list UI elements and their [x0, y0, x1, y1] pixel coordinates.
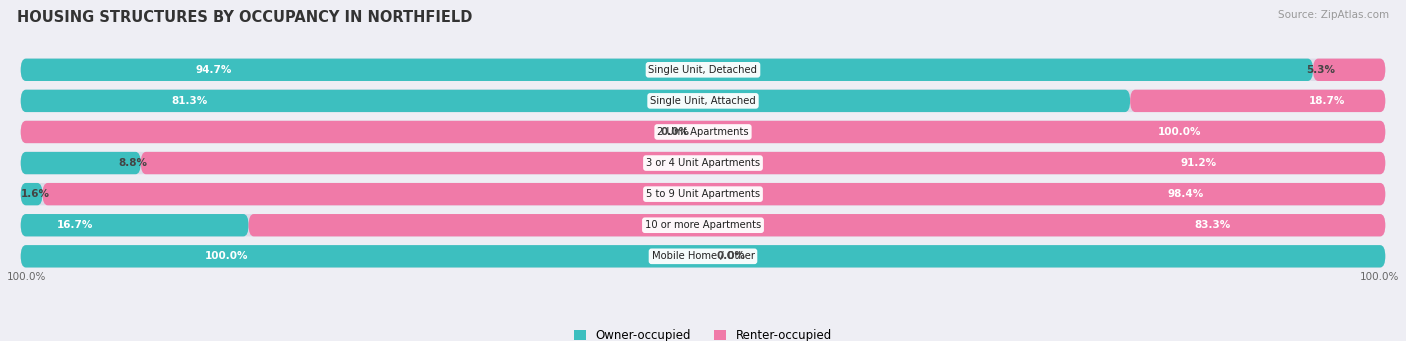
Text: 81.3%: 81.3%	[172, 96, 208, 106]
Text: 100.0%: 100.0%	[7, 272, 46, 282]
FancyBboxPatch shape	[42, 183, 1385, 205]
Text: 94.7%: 94.7%	[195, 65, 232, 75]
Text: 100.0%: 100.0%	[205, 251, 249, 261]
FancyBboxPatch shape	[21, 245, 1385, 267]
Text: Mobile Home / Other: Mobile Home / Other	[651, 251, 755, 261]
Text: 0.0%: 0.0%	[717, 251, 745, 261]
Text: 5 to 9 Unit Apartments: 5 to 9 Unit Apartments	[645, 189, 761, 199]
FancyBboxPatch shape	[21, 152, 141, 174]
FancyBboxPatch shape	[21, 121, 1385, 143]
FancyBboxPatch shape	[21, 183, 42, 205]
FancyBboxPatch shape	[249, 214, 1385, 236]
Text: 18.7%: 18.7%	[1309, 96, 1346, 106]
Text: 100.0%: 100.0%	[1157, 127, 1201, 137]
FancyBboxPatch shape	[21, 152, 1385, 174]
Text: 16.7%: 16.7%	[58, 220, 94, 230]
FancyBboxPatch shape	[21, 214, 1385, 236]
Text: Single Unit, Attached: Single Unit, Attached	[650, 96, 756, 106]
Text: 100.0%: 100.0%	[1360, 272, 1399, 282]
FancyBboxPatch shape	[21, 90, 1385, 112]
FancyBboxPatch shape	[141, 152, 1385, 174]
FancyBboxPatch shape	[21, 214, 249, 236]
Text: 83.3%: 83.3%	[1195, 220, 1230, 230]
FancyBboxPatch shape	[1313, 59, 1385, 81]
Text: Source: ZipAtlas.com: Source: ZipAtlas.com	[1278, 10, 1389, 20]
FancyBboxPatch shape	[21, 245, 1385, 267]
Text: Single Unit, Detached: Single Unit, Detached	[648, 65, 758, 75]
Text: 5.3%: 5.3%	[1306, 65, 1336, 75]
Text: 91.2%: 91.2%	[1181, 158, 1216, 168]
Text: 10 or more Apartments: 10 or more Apartments	[645, 220, 761, 230]
FancyBboxPatch shape	[21, 90, 1130, 112]
Legend: Owner-occupied, Renter-occupied: Owner-occupied, Renter-occupied	[569, 324, 837, 341]
FancyBboxPatch shape	[21, 59, 1385, 81]
FancyBboxPatch shape	[21, 183, 1385, 205]
Text: 1.6%: 1.6%	[20, 189, 49, 199]
Text: 3 or 4 Unit Apartments: 3 or 4 Unit Apartments	[645, 158, 761, 168]
FancyBboxPatch shape	[1130, 90, 1385, 112]
Text: 98.4%: 98.4%	[1168, 189, 1204, 199]
Text: 0.0%: 0.0%	[661, 127, 689, 137]
FancyBboxPatch shape	[21, 121, 1385, 143]
Text: 2 Unit Apartments: 2 Unit Apartments	[657, 127, 749, 137]
FancyBboxPatch shape	[21, 59, 1313, 81]
Text: HOUSING STRUCTURES BY OCCUPANCY IN NORTHFIELD: HOUSING STRUCTURES BY OCCUPANCY IN NORTH…	[17, 10, 472, 25]
Text: 8.8%: 8.8%	[118, 158, 148, 168]
